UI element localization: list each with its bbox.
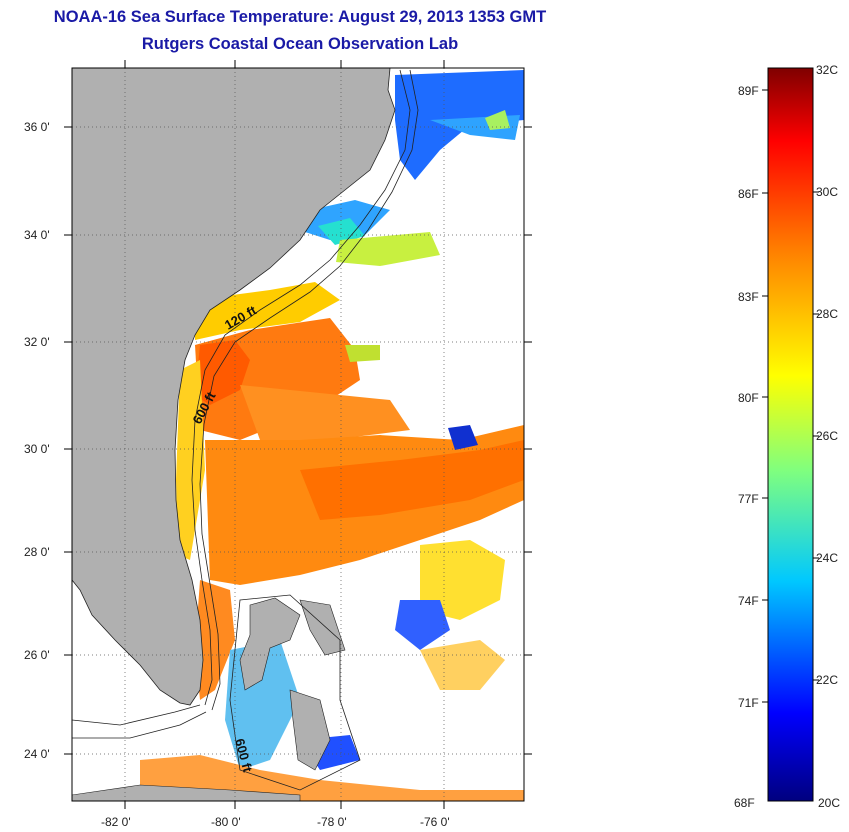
cb-f-label: 86F (738, 187, 759, 201)
cb-c-label: 32C (816, 63, 838, 77)
land-mass-us (72, 68, 396, 706)
lat-label: 30 0' (24, 442, 50, 456)
colorbar-fahrenheit-labels: 89F 86F 83F 80F 77F 74F 71F 68F (734, 84, 759, 810)
lon-label: -76 0' (420, 815, 450, 829)
map-ticks (64, 60, 532, 809)
cb-c-label: 20C (818, 796, 840, 810)
land-andros (289, 689, 331, 771)
longitude-labels: -82 0' -80 0' -78 0' -76 0' (101, 815, 450, 829)
cb-c-label: 28C (816, 307, 838, 321)
sst-data-layer (140, 70, 524, 801)
land-bahamas (239, 597, 301, 691)
map-title: NOAA-16 Sea Surface Temperature: August … (53, 8, 547, 26)
land-cuba (72, 784, 301, 801)
graticule (72, 68, 524, 801)
cb-f-label: 68F (734, 796, 755, 810)
latitude-labels: 36 0' 34 0' 32 0' 30 0' 28 0' 26 0' 24 0… (24, 120, 50, 761)
cb-c-label: 24C (816, 551, 838, 565)
lat-label: 34 0' (24, 228, 50, 242)
cb-f-label: 83F (738, 290, 759, 304)
cb-c-label: 30C (816, 185, 838, 199)
map-frame (71, 67, 525, 802)
cb-f-label: 77F (738, 492, 759, 506)
lon-label: -78 0' (317, 815, 347, 829)
colorbar (767, 67, 814, 802)
lat-label: 28 0' (24, 545, 50, 559)
bathymetry-contours (72, 69, 419, 791)
colorbar-celsius-labels: 32C 30C 28C 26C 24C 22C 20C (816, 63, 840, 810)
lon-label: -82 0' (101, 815, 131, 829)
cb-f-label: 80F (738, 391, 759, 405)
cb-f-label: 89F (738, 84, 759, 98)
cb-f-label: 71F (738, 696, 759, 710)
colorbar-ticks (762, 89, 819, 703)
cb-f-label: 74F (738, 594, 759, 608)
lon-label: -80 0' (211, 815, 241, 829)
lat-label: 32 0' (24, 335, 50, 349)
lat-label: 26 0' (24, 648, 50, 662)
cb-c-label: 26C (816, 429, 838, 443)
map-subtitle: Rutgers Coastal Ocean Observation Lab (141, 35, 459, 53)
cb-c-label: 22C (816, 673, 838, 687)
lat-label: 36 0' (24, 120, 50, 134)
lat-label: 24 0' (24, 747, 50, 761)
